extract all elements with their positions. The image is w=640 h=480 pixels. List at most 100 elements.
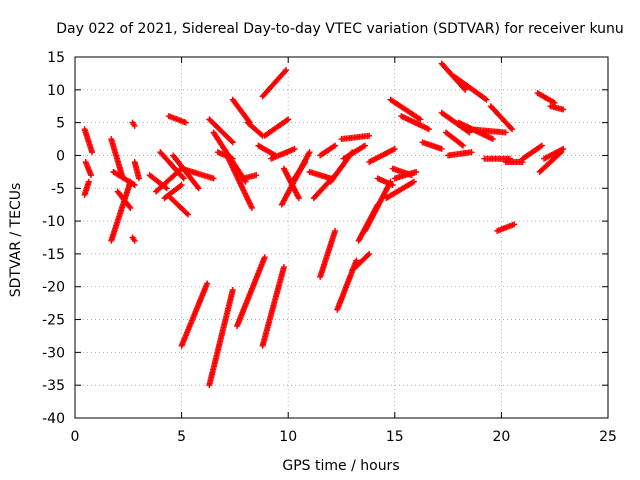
y-tick-label: -40 <box>42 411 65 427</box>
data-point <box>87 172 94 179</box>
data-point <box>391 145 398 152</box>
y-tick-label: -25 <box>42 313 65 329</box>
series-arc-40 <box>317 227 339 280</box>
series-arc-58 <box>442 129 467 149</box>
series-arc-24 <box>225 155 255 211</box>
series-arc-41 <box>327 149 356 185</box>
data-point <box>460 142 467 149</box>
series-arc-10 <box>131 159 142 182</box>
data-point <box>131 237 138 244</box>
data-point <box>413 168 420 175</box>
data-point <box>183 210 190 217</box>
series-arc-67 <box>519 142 545 162</box>
y-tick-label: -5 <box>51 181 65 197</box>
data-point <box>180 175 187 182</box>
data-point <box>468 149 475 156</box>
chart-title: Day 022 of 2021, Sidereal Day-to-day VTE… <box>56 21 624 37</box>
series-arc-65 <box>494 221 518 234</box>
series-arc-04 <box>108 136 125 179</box>
series-arc-27 <box>240 172 260 182</box>
series-arc-59 <box>445 149 475 159</box>
data-point <box>182 119 189 126</box>
data-layer <box>81 60 567 389</box>
plot-frame <box>74 56 609 419</box>
series-arc-29 <box>255 142 279 159</box>
data-point <box>131 181 138 188</box>
y-tick-label: 0 <box>56 148 65 164</box>
data-point <box>489 136 496 143</box>
data-point <box>509 126 516 133</box>
data-point <box>127 204 134 211</box>
tick-layer: 0 5 10 15 20 25 15 10 5 0 -5 -10 -15 -20 -25 -30 -35 -40 <box>42 50 617 445</box>
data-point <box>417 116 424 123</box>
series-arc-05 <box>108 178 134 244</box>
data-point <box>482 95 489 102</box>
series-arc-06 <box>110 168 138 188</box>
data-point <box>507 125 514 132</box>
data-point <box>248 204 255 211</box>
data-point <box>361 142 368 149</box>
grid-layer <box>75 57 608 418</box>
data-point <box>135 175 142 182</box>
data-point <box>353 257 360 264</box>
series-arc-60 <box>451 73 490 103</box>
data-point <box>131 122 138 129</box>
data-point <box>178 181 185 188</box>
x-axis-label: GPS time / hours <box>282 458 399 474</box>
series-arc-36 <box>289 159 309 185</box>
data-point <box>261 254 268 261</box>
y-tick-label: 10 <box>47 83 65 99</box>
data-point <box>285 116 292 123</box>
data-point <box>295 195 302 202</box>
series-arc-54 <box>398 113 432 133</box>
data-point <box>365 252 372 259</box>
y-tick-label: -10 <box>42 214 65 230</box>
series-arc-18 <box>178 165 217 182</box>
series-arc-03 <box>81 178 92 198</box>
series-arc-09 <box>129 234 138 244</box>
series-arc-48 <box>366 145 398 166</box>
data-point <box>204 280 211 287</box>
data-point <box>283 67 290 74</box>
series-arc-33 <box>268 145 298 162</box>
data-point <box>332 142 339 149</box>
series-arc-43 <box>338 132 373 143</box>
y-tick-label: 15 <box>47 50 65 66</box>
data-point <box>366 132 373 139</box>
series-arc-70 <box>547 103 567 113</box>
data-point <box>560 106 567 113</box>
series-arc-19 <box>178 280 211 349</box>
y-axis-label: SDTVAR / TECUs <box>8 183 24 298</box>
series-arc-14 <box>157 149 187 182</box>
series-arc-35 <box>280 165 302 202</box>
series-arc-31 <box>259 67 290 100</box>
series-arc-50 <box>383 178 417 202</box>
series-arc-08 <box>129 119 138 129</box>
series-arc-32 <box>261 116 292 139</box>
series-arc-26 <box>234 254 268 330</box>
series-arc-07 <box>114 188 134 211</box>
data-point <box>511 221 518 228</box>
series-arc-68 <box>534 90 558 106</box>
data-point <box>228 138 235 145</box>
data-point <box>389 181 396 188</box>
data-point <box>302 159 309 166</box>
data-point <box>282 68 289 75</box>
data-point <box>438 145 445 152</box>
series-arc-62 <box>466 126 509 136</box>
data-point <box>210 175 217 182</box>
data-point <box>184 211 191 218</box>
series-arc-02 <box>82 159 94 179</box>
series-arc-17 <box>165 113 189 126</box>
data-point <box>85 178 92 185</box>
data-point <box>195 185 202 192</box>
series-arc-20 <box>206 287 236 389</box>
data-point <box>366 250 373 257</box>
data-point <box>291 145 298 152</box>
series-arc-13 <box>161 181 185 202</box>
series-arc-53 <box>387 96 424 123</box>
x-tick-label: 10 <box>279 429 297 445</box>
data-point <box>502 129 509 136</box>
data-point <box>410 178 417 185</box>
